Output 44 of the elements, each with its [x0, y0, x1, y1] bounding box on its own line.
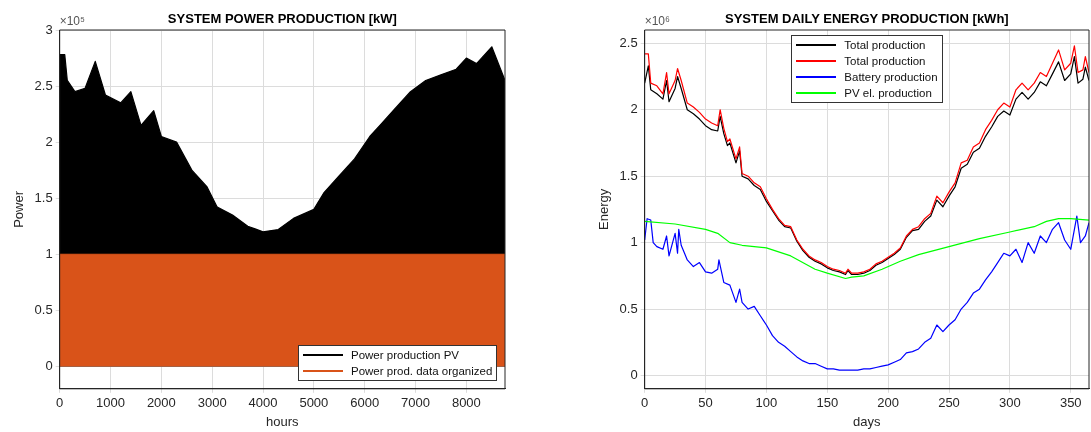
y-axis-title: Power [11, 190, 27, 228]
legend-label: Power prod. data organized [350, 363, 493, 379]
legend-label: Total production [843, 38, 927, 53]
x-axis-title: days [853, 413, 882, 429]
x-tick-label: 300 [999, 395, 1021, 411]
chart-title: SYSTEM DAILY ENERGY PRODUCTION [kWh] [725, 11, 1009, 27]
x-tick-label: 5000 [299, 395, 329, 411]
y-tick-label: 1 [630, 234, 638, 250]
legend-label: PV el. production [843, 86, 933, 101]
x-axis-title: hours [266, 413, 300, 429]
x-tick-label: 0 [56, 395, 64, 411]
legend-label: Total production [843, 54, 927, 69]
y-axis-title: Energy [596, 188, 612, 230]
x-tick-label: 1000 [96, 395, 125, 411]
text: ×10⁶ [644, 14, 671, 29]
y-tick-label: 3 [45, 21, 53, 37]
x-tick-label: 350 [1059, 395, 1082, 411]
y-tick-label: 1 [45, 245, 53, 261]
y-tick-label: 0 [45, 357, 53, 373]
x-tick-label: 200 [877, 395, 899, 411]
x-tick-label: 6000 [350, 395, 380, 411]
x-tick-label: 3000 [197, 395, 227, 411]
x-tick-label: 250 [938, 395, 960, 411]
x-tick-label: 100 [755, 395, 778, 411]
x-tick-label: 2000 [146, 395, 176, 411]
y-tick-label: 2 [45, 133, 53, 149]
y-tick-label: 2.5 [619, 34, 638, 50]
x-tick-label: 7000 [401, 395, 430, 411]
y-tick-label: 0.5 [34, 301, 53, 317]
legend-label: Battery production [843, 70, 938, 85]
x-tick-label: 50 [698, 395, 713, 411]
x-tick-label: 0 [641, 395, 649, 411]
x-tick-label: 8000 [451, 395, 481, 411]
y-tick-label: 0 [630, 367, 638, 383]
y-tick-label: 2.5 [34, 77, 53, 93]
y-tick-label: 1.5 [34, 189, 53, 205]
x-tick-label: 150 [816, 395, 839, 411]
chart-title: SYSTEM POWER PRODUCTION [kW] [167, 11, 397, 27]
text: ×10⁵ [59, 14, 86, 29]
y-tick-label: 1.5 [619, 167, 638, 183]
y-tick-label: 0.5 [619, 300, 638, 316]
y-tick-label: 2 [630, 101, 638, 117]
legend-label: Power production PV [350, 347, 461, 363]
x-tick-label: 4000 [248, 395, 278, 411]
